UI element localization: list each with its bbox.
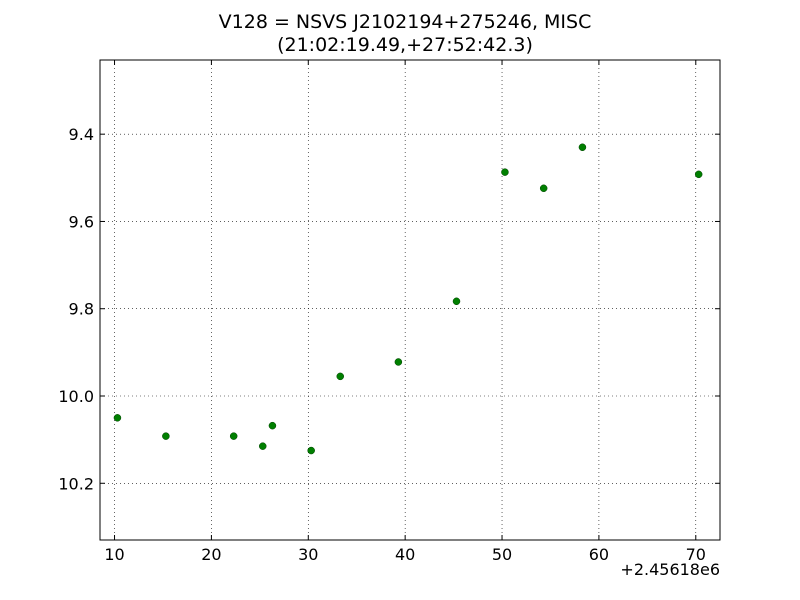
x-tick-label: 40 [395,545,415,564]
data-point [259,442,267,450]
chart-title-line-2: (21:02:19.49,+27:52:42.3) [277,34,533,56]
data-point [539,184,548,193]
data-point [307,446,315,455]
y-tick-label: 9.4 [69,125,94,144]
data-point [229,432,238,440]
chart-title-line-1: V128 = NSVS J2102194+275246, MISC [218,11,592,33]
x-axis-offset-label: +2.45618e6 [620,560,720,579]
x-tick-label: 70 [686,545,706,564]
x-tick-label: 10 [104,545,124,564]
data-point [113,414,122,422]
data-point [452,297,461,306]
y-tick-label: 9.6 [69,212,94,231]
data-points [113,143,703,455]
data-point [268,421,277,430]
data-point [162,432,170,440]
x-tick-label: 50 [492,545,512,564]
y-tick-label: 10.0 [58,387,94,406]
axes-frame [99,59,721,541]
x-tick-label: 20 [201,545,221,564]
data-point [394,358,403,366]
data-point [336,372,344,381]
data-point [501,168,509,176]
ticks-layer: 10 20 30 40 50 60 70 9.4 9.6 9.8 10.0 10.2 [58,60,720,564]
grid-layer [100,60,720,540]
data-point [578,143,587,152]
x-tick-label: 30 [298,545,318,564]
data-point [694,170,703,179]
y-tick-label: 10.2 [58,474,94,493]
x-tick-label: 60 [589,545,609,564]
y-tick-label: 9.8 [69,300,94,319]
